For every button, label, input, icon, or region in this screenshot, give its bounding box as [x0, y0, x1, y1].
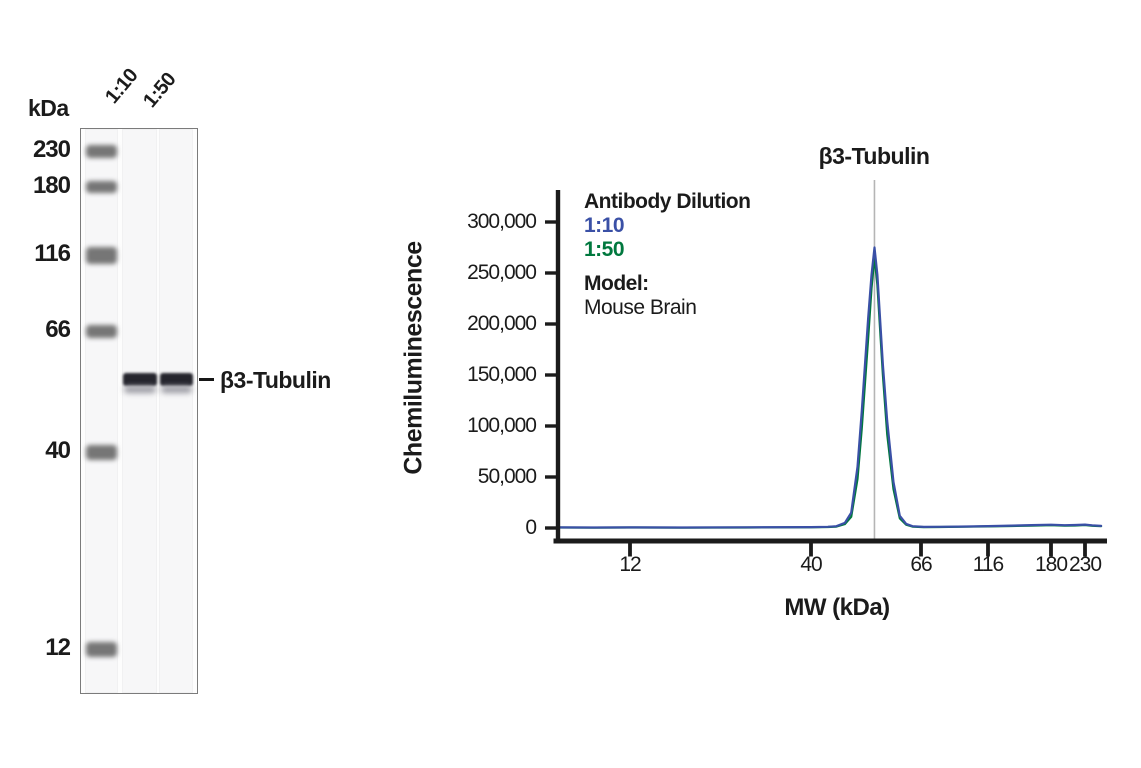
- legend-entry-1-50: 1:50: [584, 238, 625, 261]
- western-blot-panel: [80, 128, 198, 694]
- ladder-band-116: [86, 246, 117, 264]
- chart-legend: Antibody Dilution 1:10 1:50 Model: Mouse …: [584, 190, 751, 320]
- legend-model-label: Model:: [584, 272, 649, 295]
- x-tick-230: [1083, 543, 1087, 557]
- series-line-1-10: [556, 246, 1103, 529]
- y-tick-50000: [545, 475, 558, 479]
- x-tick-40: [809, 543, 813, 557]
- mw-marker-label-230: 230: [32, 136, 71, 163]
- band-pointer-dash: [199, 378, 214, 381]
- mw-marker-label-180: 180: [32, 172, 71, 199]
- y-tick-label-200000: 200,000: [467, 312, 537, 335]
- x-tick-label-66: 66: [910, 553, 932, 576]
- mw-marker-label-40: 40: [45, 437, 71, 464]
- x-tick-label-116: 116: [972, 553, 1004, 576]
- x-tick-12: [628, 543, 632, 557]
- legend-model-value: Mouse Brain: [584, 296, 697, 319]
- ladder-band-180: [86, 181, 117, 193]
- sample-band-1-10: [123, 373, 157, 386]
- blot-band-annotation: β3-Tubulin: [220, 367, 331, 393]
- x-tick-label-230: 230: [1068, 553, 1102, 576]
- y-tick-250000: [545, 271, 558, 275]
- x-axis-title: MW (kDa): [784, 594, 890, 621]
- ladder-band-66: [86, 324, 117, 338]
- sample-band-1-50: [160, 373, 193, 386]
- y-tick-200000: [545, 322, 558, 326]
- sample-band-tail: [161, 386, 192, 393]
- y-tick-label-0: 0: [525, 516, 537, 539]
- x-tick-180: [1049, 543, 1053, 557]
- sample-lane-1-50: [159, 129, 193, 693]
- x-tick-label-40: 40: [800, 553, 822, 576]
- x-tick-116: [986, 543, 990, 557]
- x-tick-66: [919, 543, 923, 557]
- y-tick-label-50000: 50,000: [477, 465, 537, 488]
- y-tick-label-300000: 300,000: [467, 210, 537, 233]
- y-tick-100000: [545, 424, 558, 428]
- x-tick-label-180: 180: [1034, 553, 1068, 576]
- ladder-band-40: [86, 444, 117, 460]
- y-tick-150000: [545, 373, 558, 377]
- y-tick-label-250000: 250,000: [467, 261, 537, 284]
- ladder-band-12: [86, 641, 117, 657]
- chart-peak-title: β3-Tubulin: [818, 143, 930, 169]
- y-tick-300000: [545, 220, 558, 224]
- x-tick-label-12: 12: [619, 553, 641, 576]
- kda-unit-header: kDa: [28, 95, 69, 121]
- legend-entry-1-10: 1:10: [584, 214, 625, 237]
- mw-marker-label-116: 116: [34, 240, 71, 267]
- x-axis-line: [553, 538, 1107, 544]
- sample-band-tail: [124, 386, 156, 393]
- y-tick-label-100000: 100,000: [467, 414, 537, 437]
- y-tick-label-150000: 150,000: [467, 363, 537, 386]
- legend-title: Antibody Dilution: [584, 190, 751, 213]
- sample-lane-1-10: [122, 129, 157, 693]
- mw-marker-label-12: 12: [45, 634, 71, 661]
- mw-marker-label-66: 66: [45, 316, 71, 343]
- y-axis-line: [555, 190, 561, 544]
- ladder-lane: [85, 129, 118, 693]
- y-tick-0: [545, 526, 558, 530]
- ladder-band-230: [86, 144, 117, 158]
